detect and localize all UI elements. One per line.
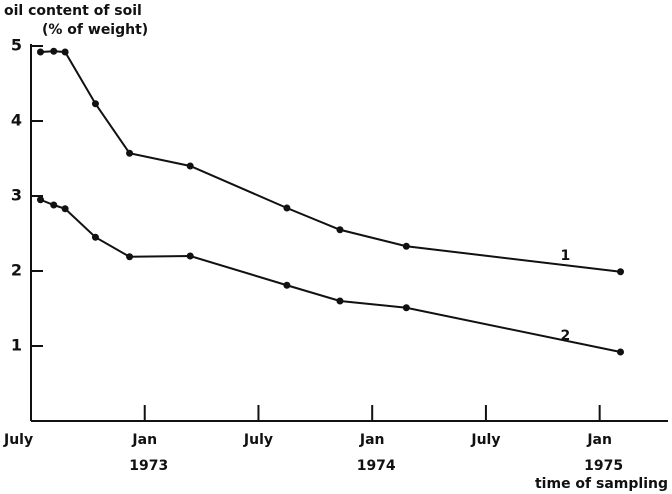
data-point — [126, 149, 134, 157]
x-year-label: 1975 — [584, 458, 623, 474]
data-point — [126, 253, 134, 261]
x-tick-label: July — [3, 432, 33, 448]
data-point — [336, 297, 344, 305]
x-year-label: 1973 — [129, 458, 168, 474]
series-label: 1 — [561, 248, 571, 264]
y-tick-label: 4 — [11, 111, 22, 130]
data-point — [36, 48, 44, 56]
x-tick-label: Jan — [131, 432, 157, 448]
y-tick-label: 1 — [11, 336, 22, 355]
x-tick-label: Jan — [586, 432, 612, 448]
data-point — [91, 100, 99, 108]
series-line — [40, 198, 621, 353]
data-point — [36, 196, 44, 204]
x-axis-label: time of sampling — [535, 476, 668, 492]
data-point — [91, 233, 99, 241]
data-point — [336, 226, 344, 234]
y-axis-unit: (% of weight) — [42, 22, 148, 38]
data-point — [61, 205, 69, 213]
data-point — [50, 201, 58, 209]
data-point — [617, 348, 625, 356]
data-point — [617, 268, 625, 276]
y-axis-label: oil content of soil — [4, 3, 142, 19]
x-tick-label: July — [243, 432, 273, 448]
data-point — [402, 304, 410, 312]
data-point — [186, 252, 194, 260]
data-point — [402, 242, 410, 250]
data-point — [61, 48, 69, 56]
y-tick-label: 3 — [11, 186, 22, 205]
y-tick-label: 5 — [11, 36, 22, 55]
data-point — [283, 281, 291, 289]
series-line — [40, 50, 621, 273]
x-tick-label: July — [470, 432, 500, 448]
series-label: 2 — [561, 328, 571, 344]
x-year-label: 1974 — [357, 458, 396, 474]
y-tick-label: 2 — [11, 261, 22, 280]
data-point — [50, 47, 58, 55]
data-point — [186, 162, 194, 170]
data-point — [283, 204, 291, 212]
x-tick-label: Jan — [359, 432, 385, 448]
